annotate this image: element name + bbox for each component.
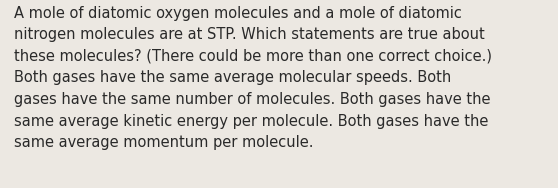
Text: A mole of diatomic oxygen molecules and a mole of diatomic
nitrogen molecules ar: A mole of diatomic oxygen molecules and …	[14, 6, 492, 150]
